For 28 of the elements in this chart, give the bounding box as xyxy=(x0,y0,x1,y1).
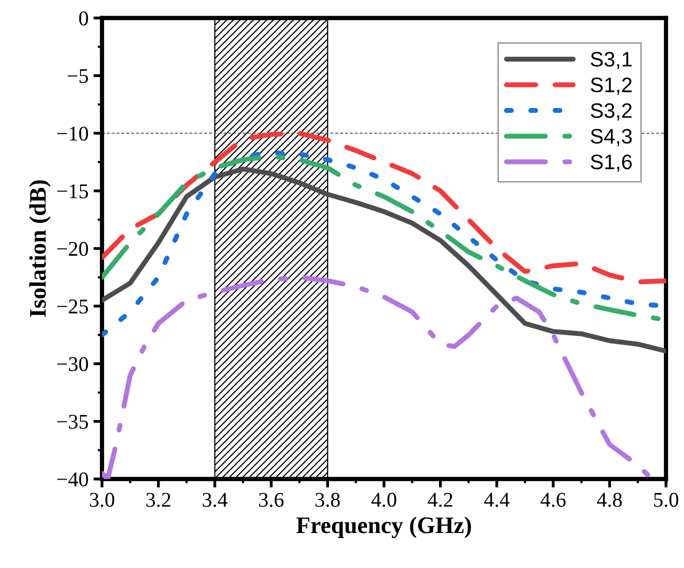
x-tick-label: 4.8 xyxy=(596,492,622,507)
legend-label: S1,6 xyxy=(590,154,632,172)
legend-label: S4,3 xyxy=(590,128,632,146)
x-tick-label: 5.0 xyxy=(654,492,678,507)
y-tick-label: −40 xyxy=(57,472,88,486)
y-axis-title: Isolation (dB) xyxy=(29,180,51,317)
x-tick-label: 3.0 xyxy=(90,492,114,507)
x-tick-label: 3.8 xyxy=(316,492,340,507)
x-tick-label: 3.6 xyxy=(259,492,284,507)
y-tick-label: −25 xyxy=(57,300,88,314)
line-series xyxy=(102,130,666,284)
y-tick-label: −30 xyxy=(57,357,88,372)
x-tick-label: 3.2 xyxy=(146,492,170,507)
legend-label: S3,1 xyxy=(590,52,632,70)
x-tick-label: 3.4 xyxy=(202,492,228,507)
y-tick-label: −10 xyxy=(57,126,88,141)
legend-label: S3,2 xyxy=(590,103,632,120)
x-tick-label: 4.0 xyxy=(371,492,396,507)
y-tick-label: −35 xyxy=(57,414,88,429)
x-axis-title: Frequency (GHz) xyxy=(296,516,471,538)
y-tick-label: 0 xyxy=(79,11,88,26)
y-tick-label: −20 xyxy=(57,242,88,256)
legend-label: S1,2 xyxy=(590,78,632,95)
x-tick-label: 4.6 xyxy=(540,492,566,507)
y-tick-label: −15 xyxy=(57,184,88,198)
y-tick-label: −5 xyxy=(68,69,88,84)
x-tick-label: 4.2 xyxy=(428,492,452,507)
x-tick-label: 4.4 xyxy=(484,492,510,507)
